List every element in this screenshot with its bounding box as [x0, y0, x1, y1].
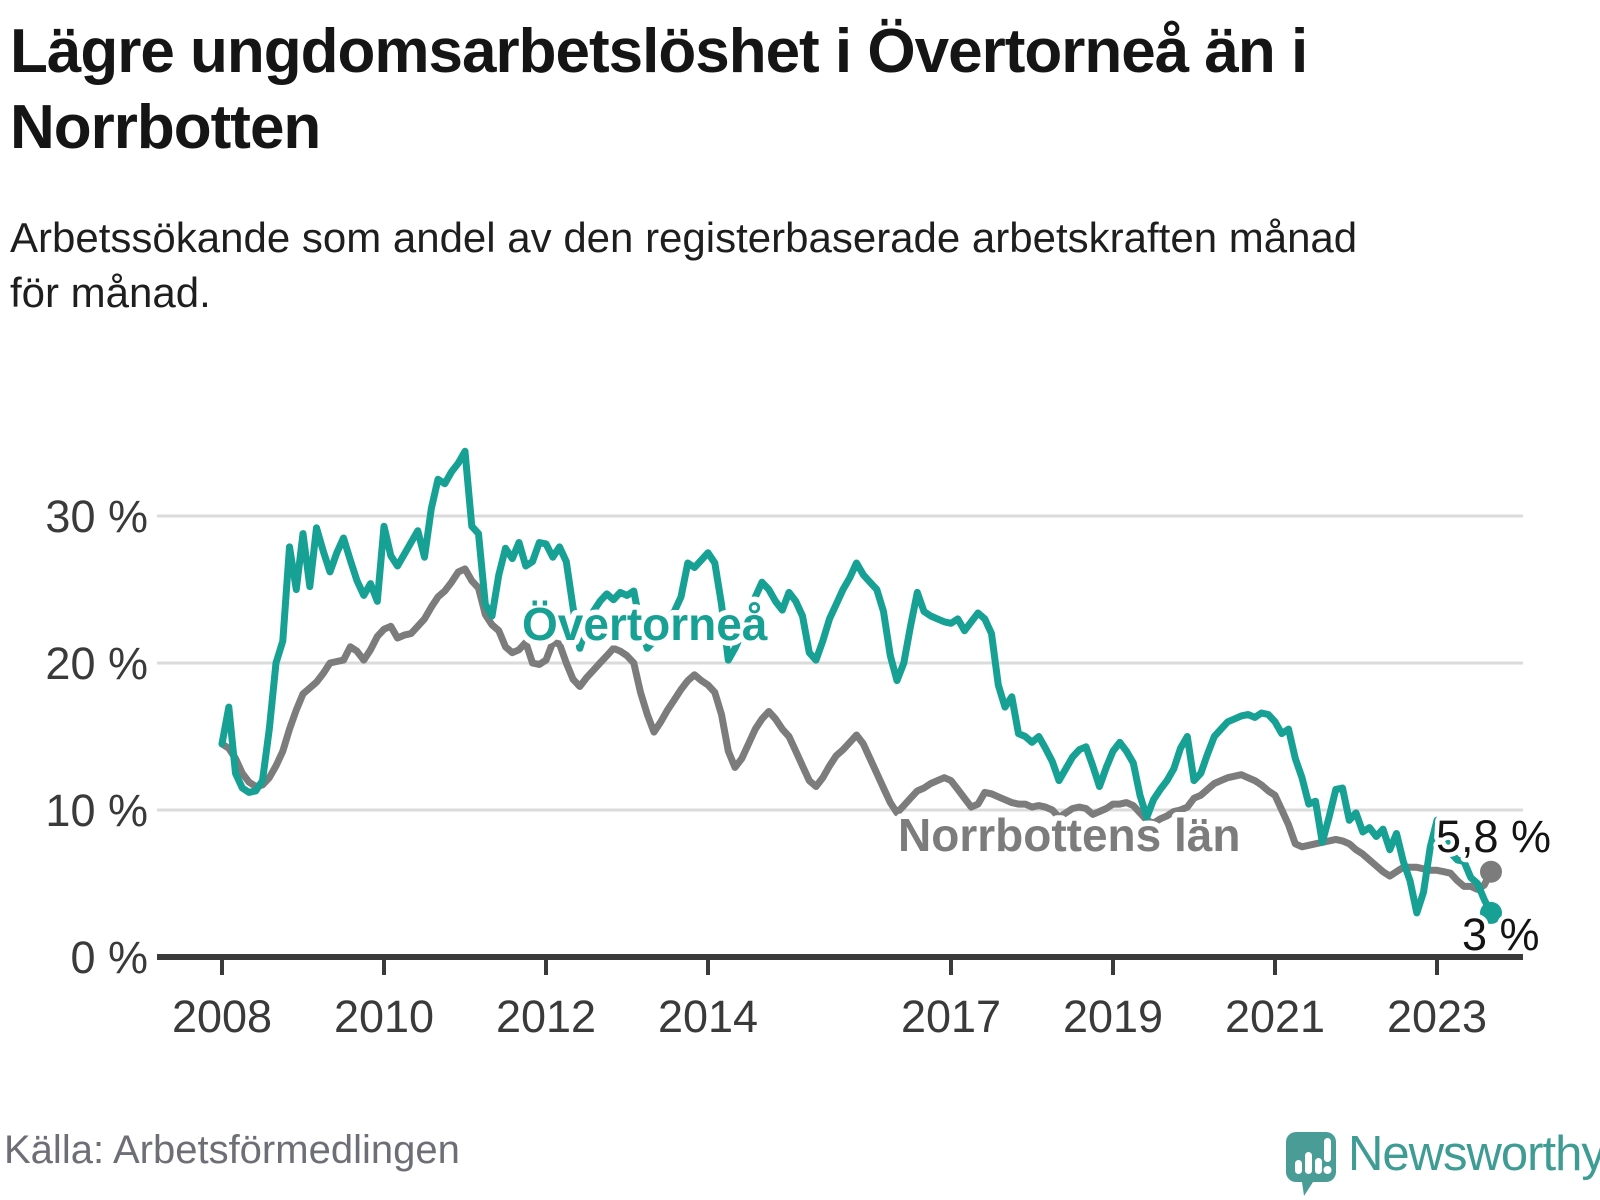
x-axis-label: 2010 [334, 991, 434, 1042]
newsworthy-logo-icon [1286, 1132, 1336, 1196]
end-dot-norrbottens-l-n [1480, 860, 1502, 883]
x-axis-label: 2023 [1387, 991, 1487, 1042]
x-axis-label: 2014 [658, 991, 758, 1042]
y-axis-label: 10 % [45, 785, 148, 836]
x-axis-label: 2008 [172, 991, 272, 1042]
end-dot--vertorne- [1480, 901, 1502, 924]
source-note: Källa: Arbetsförmedlingen [4, 1128, 460, 1172]
chart-subtitle: Arbetssökande som andel av den registerb… [10, 214, 1358, 317]
series-label-norrbottens-l-n: Norrbottens län [898, 809, 1240, 861]
series-line--vertorne- [218, 447, 1495, 917]
newsworthy-logo-text: Newsworthy [1348, 1127, 1600, 1181]
x-axis-label: 2021 [1225, 991, 1325, 1042]
chart-title: Lägre ungdomsarbetslöshet i Övertorneå ä… [10, 17, 1308, 162]
y-axis-label: 30 % [45, 491, 148, 542]
x-axis-label: 2019 [1063, 991, 1163, 1042]
newsworthy-logo: Newsworthy [1286, 1118, 1600, 1196]
series-label--vertorne-: Övertorneå [522, 598, 768, 650]
end-value-label--vertorne-: 3 % [1462, 909, 1540, 960]
y-axis-label: 0 % [70, 932, 148, 983]
end-value-label-norrbottens-l-n: 5,8 % [1436, 811, 1551, 862]
x-axis-label: 2012 [496, 991, 596, 1042]
x-axis-label: 2017 [901, 991, 1001, 1042]
series-line-norrbottens-l-n [218, 565, 1495, 893]
y-axis-label: 20 % [45, 638, 148, 689]
